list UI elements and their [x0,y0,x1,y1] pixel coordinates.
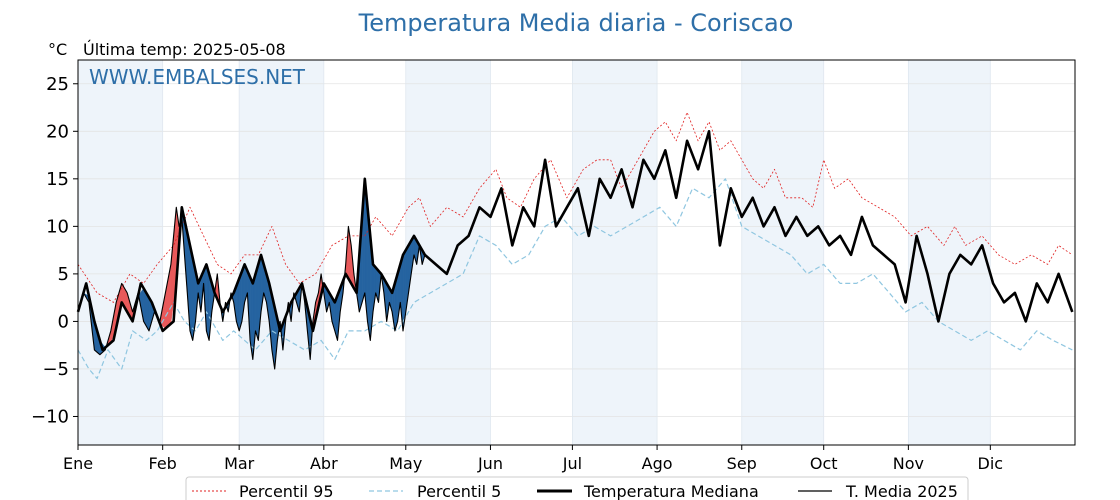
x-tick-label-Dic: Dic [978,454,1004,473]
month-band-Jul [572,60,658,445]
y-axis-ticks: −10 −5 0 5 10 15 20 25 [31,74,78,427]
series-line-p5 [77,178,1073,380]
x-tick-label-Oct: Oct [810,454,838,473]
y-tick-label-3: 5 [58,264,69,285]
legend-label-t2025: T. Media 2025 [845,482,958,500]
plot-frame [77,59,1076,446]
series-line-t2025 [77,206,426,370]
x-tick-label-Mar: Mar [224,454,255,473]
x-tick-label-Abr: Abr [310,454,338,473]
y-tick-label-4: 10 [46,216,69,237]
month-band-Sep [741,60,824,445]
y-tick-label-5: 15 [46,169,69,190]
y-tick-label-1: −5 [42,359,69,380]
series-lines [76,111,1074,380]
grid-lines [78,60,1075,445]
legend: Percentil 95 Percentil 5 Temperatura Med… [185,476,969,500]
chart-title: Temperatura Media diaria - Coriscao [358,9,794,37]
legend-label-p5: Percentil 5 [417,482,501,500]
month-bands [78,60,991,445]
y-tick-label-7: 25 [46,74,69,95]
watermark-text: WWW.EMBALSES.NET [89,65,306,89]
x-tick-label-Jun: Jun [477,454,503,473]
x-tick-label-Jul: Jul [562,454,582,473]
x-tick-label-Ene: Ene [63,454,93,473]
x-tick-label-May: May [389,454,422,473]
legend-label-median: Temperatura Mediana [583,482,759,500]
unit-label: °C [48,40,67,59]
x-axis-ticks: Ene Feb Mar Abr May Jun Jul Ago Sep Oct Nov Dic [63,445,1003,473]
x-tick-label-Ago: Ago [642,454,673,473]
legend-box [185,476,969,500]
x-tick-label-Nov: Nov [893,454,924,473]
x-tick-label-Sep: Sep [727,454,757,473]
month-band-Ene [78,60,163,445]
y-tick-label-2: 0 [58,311,69,332]
series-line-p95 [77,111,1073,303]
x-tick-label-Feb: Feb [149,454,177,473]
y-tick-label-0: −10 [31,406,69,427]
anomaly-fills [77,178,426,369]
last-update-label: Última temp: 2025-05-08 [83,40,286,59]
legend-label-p95: Percentil 95 [239,482,334,500]
y-tick-label-6: 20 [46,121,69,142]
